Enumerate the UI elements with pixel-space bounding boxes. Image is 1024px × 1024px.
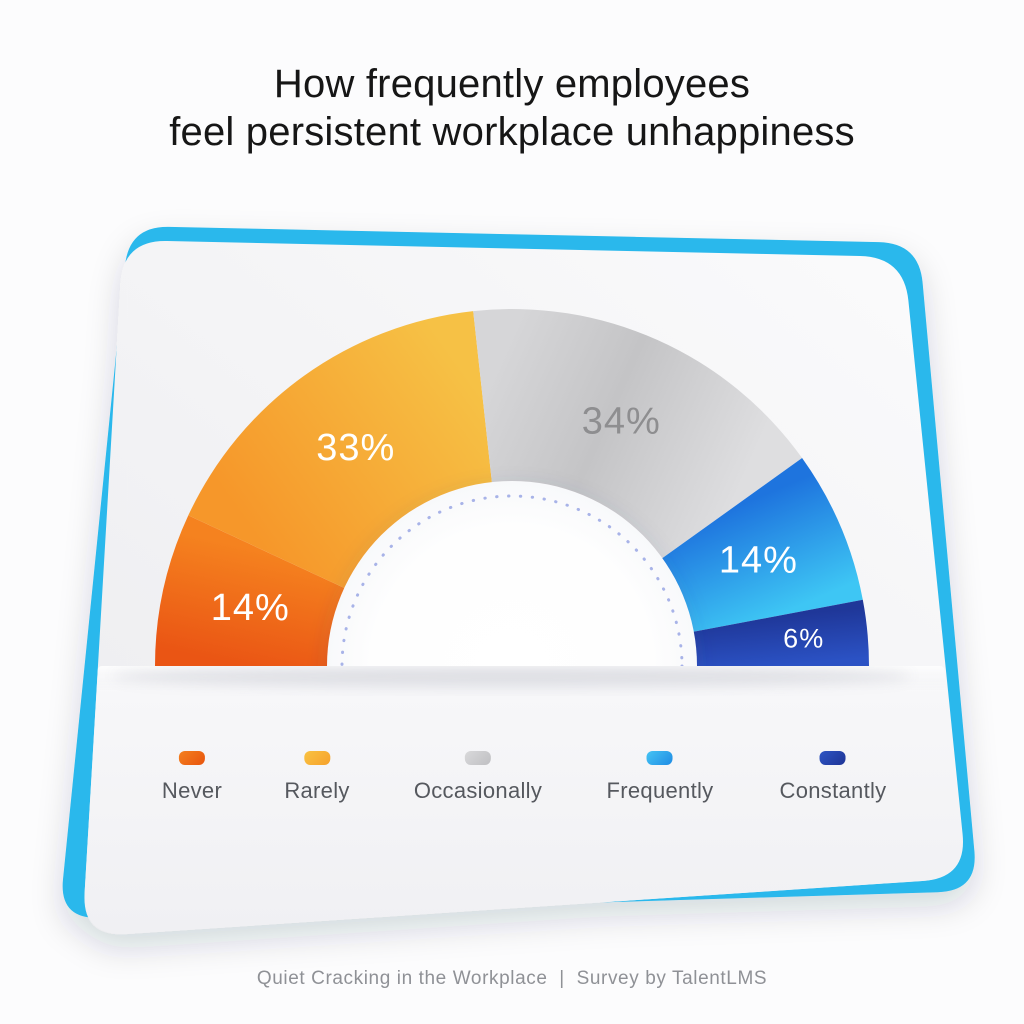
segment-frequently <box>661 458 863 632</box>
segment-value-rarely: 33% <box>316 427 395 469</box>
segment-value-occasionally: 34% <box>582 400 661 442</box>
card-lower-panel <box>84 666 963 935</box>
segment-rarely <box>188 311 493 589</box>
gauge-labels: 14% 33% 34% 14% 6% <box>211 400 824 654</box>
footer-source: Quiet Cracking in the Workplace | Survey… <box>256 968 768 989</box>
segment-never <box>155 515 346 666</box>
chart-title-line2: feel persistent workplace unhappiness <box>169 110 855 154</box>
segment-value-frequently: 14% <box>719 540 798 582</box>
gauge-segments <box>155 308 869 666</box>
segment-value-constantly: 6% <box>783 624 824 654</box>
chart-title-line1: How frequently employees <box>273 62 751 106</box>
segment-constantly <box>692 599 869 666</box>
panel-top-shade <box>84 670 960 684</box>
segment-occasionally <box>473 308 803 559</box>
gauge-inner-circle <box>327 481 697 666</box>
chart-title: How frequently employees feel persistent… <box>0 60 1024 156</box>
segment-value-never: 14% <box>211 587 290 629</box>
